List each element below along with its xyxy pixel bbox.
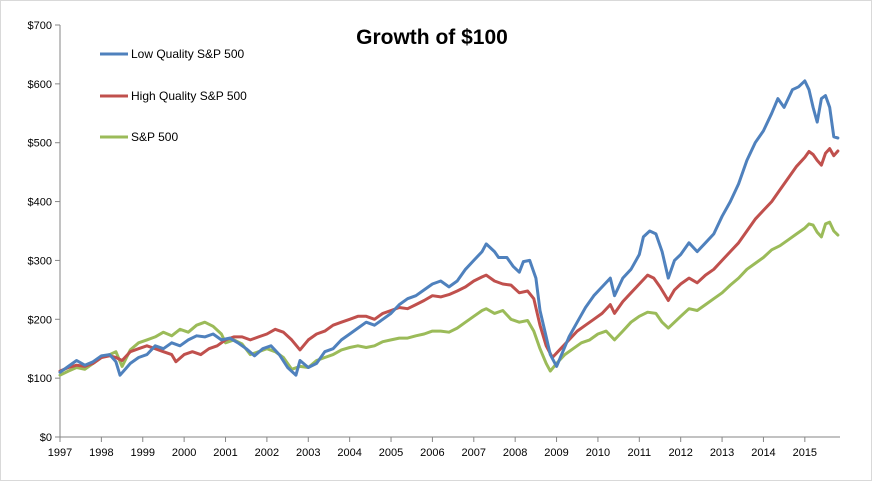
x-axis: 1997 1998 1999 2000 2001 2002 2003 2004 2005 2006… (48, 436, 840, 459)
series-group (58, 79, 840, 377)
legend-label: High Quality S&P 500 (131, 89, 247, 103)
y-tick-label: $700 (28, 20, 52, 32)
x-tick-label: 2006 (420, 447, 444, 459)
series-line-high-quality-sandp-500 (58, 147, 840, 373)
x-tick-label: 2002 (255, 447, 279, 459)
x-tick-label: 2015 (793, 447, 817, 459)
x-tick-label: 2008 (503, 447, 527, 459)
x-tick-label: 1998 (89, 447, 113, 459)
legend-label: S&P 500 (131, 130, 178, 144)
y-axis: $0 $100 $200 $300 $400 $500 $600 $700 (28, 20, 61, 444)
x-tick-label: 2005 (379, 447, 403, 459)
x-tick-label: 2003 (296, 447, 320, 459)
x-tick-label: 2000 (172, 447, 196, 459)
y-tick-label: $600 (28, 79, 52, 91)
series-line-sandp-500 (58, 220, 840, 377)
chart-title: Growth of $100 (356, 26, 508, 49)
x-tick-label: 2007 (462, 447, 486, 459)
x-tick-label: 2004 (337, 447, 361, 459)
x-tick-label: 2012 (668, 447, 692, 459)
x-tick-label: 1997 (48, 447, 72, 459)
y-tick-label: $400 (28, 197, 52, 209)
x-tick-label: 2010 (586, 447, 610, 459)
legend: Low Quality S&P 500 High Quality S&P 500 S… (100, 47, 247, 144)
x-tick-label: 2013 (710, 447, 734, 459)
x-tick-label: 1999 (131, 447, 155, 459)
x-tick-label: 2001 (213, 447, 237, 459)
y-tick-label: $300 (28, 255, 52, 267)
y-tick-label: $0 (40, 432, 52, 444)
x-tick-label: 2009 (544, 447, 568, 459)
x-tick-label: 2011 (627, 447, 651, 459)
y-tick-label: $200 (28, 314, 52, 326)
x-tick-label: 2014 (751, 447, 775, 459)
y-tick-label: $500 (28, 138, 52, 150)
legend-label: Low Quality S&P 500 (131, 47, 245, 61)
y-tick-label: $100 (28, 373, 52, 385)
series-line-low-quality-sandp-500 (58, 79, 840, 377)
